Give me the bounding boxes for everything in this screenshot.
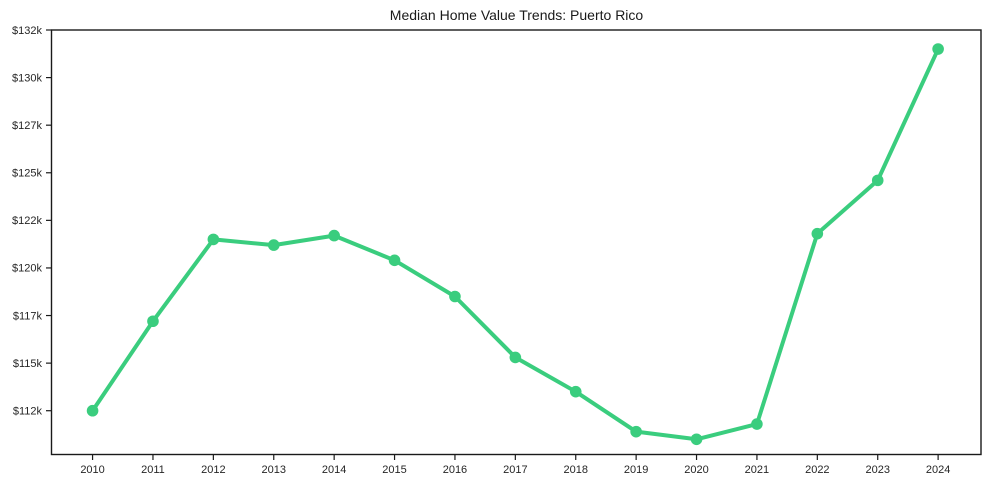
x-tick-label: 2013 [262,464,286,476]
data-point-2019 [630,425,642,438]
y-tick-label: $117k [13,310,43,322]
data-point-2011 [147,315,159,328]
x-tick-label: 2011 [141,464,165,476]
data-point-2010 [86,404,99,417]
plot-border [50,29,982,456]
data-point-2021 [751,418,763,430]
y-tick-label: $125k [12,168,42,180]
data-point-2024 [932,43,944,55]
y-tick-label: $122k [12,215,42,227]
x-tick-label: 2017 [503,464,527,476]
data-point-2016 [449,290,461,303]
data-point-2020 [690,433,703,446]
data-point-2022 [811,227,824,240]
data-point-2013 [267,239,280,251]
data-point-2023 [871,174,884,187]
x-tick-label: 2023 [865,464,889,476]
y-tick-label: $115k [13,358,43,370]
x-tick-label: 2010 [80,464,104,476]
x-tick-label: 2014 [322,464,346,476]
y-tick-label: $130k [12,72,42,84]
data-point-2014 [328,229,340,242]
x-tick-label: 2024 [926,464,950,476]
x-tick-label: 2016 [443,464,467,476]
trend-line [90,47,941,442]
x-tick-label: 2020 [684,464,708,476]
y-tick-label: $127k [12,120,42,132]
x-tick-label: 2022 [805,464,829,476]
data-point-2015 [388,254,401,267]
x-tick-label: 2019 [624,464,648,476]
data-point-2012 [207,233,220,246]
y-tick-label: $132k [12,25,42,37]
x-tick-label: 2018 [563,464,587,476]
x-tick-label: 2015 [382,464,406,476]
chart-title: Median Home Value Trends: Puerto Rico [389,7,644,23]
data-point-2018 [569,385,582,398]
x-tick-label: 2012 [201,464,225,476]
y-tick-label: $120k [12,263,42,275]
data-point-2017 [509,351,522,364]
x-tick-label: 2021 [745,464,769,476]
y-tick-label: $112k [13,406,43,418]
